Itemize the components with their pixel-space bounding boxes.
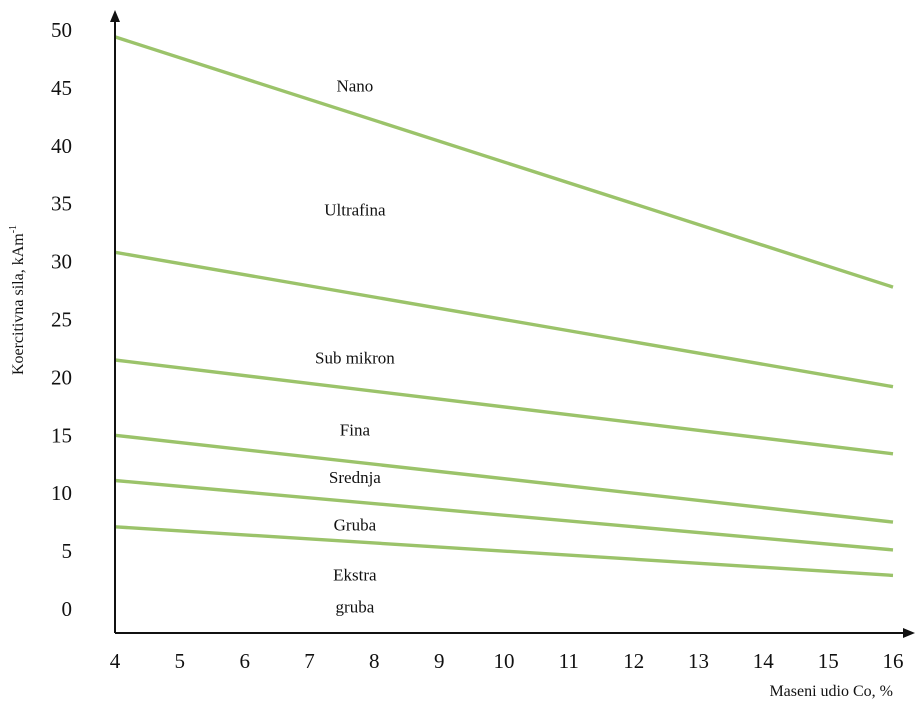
y-tick-label: 5 — [62, 539, 73, 563]
series-layer — [114, 35, 894, 578]
y-axis-title: Koercitivna sila, kAm-1 — [8, 225, 27, 375]
x-tick-label: 12 — [623, 649, 644, 673]
y-tick-label: 10 — [51, 481, 72, 505]
region-label: Fina — [340, 421, 371, 440]
y-tick-label: 40 — [51, 134, 72, 158]
x-tick-labels: 4 5 6 7 8 9 10 11 12 13 14 15 16 — [110, 649, 904, 673]
y-tick-label: 15 — [51, 423, 72, 447]
x-axis-arrow — [903, 628, 915, 638]
y-axis-title-main: Koercitivna sila, kAm — [10, 233, 27, 375]
x-tick-label: 13 — [688, 649, 709, 673]
x-tick-label: 10 — [494, 649, 515, 673]
x-tick-label: 7 — [304, 649, 315, 673]
y-tick-label: 30 — [51, 250, 72, 274]
region-label: Nano — [336, 77, 373, 96]
region-label: Gruba — [334, 516, 377, 535]
x-tick-label: 14 — [753, 649, 775, 673]
x-tick-label: 16 — [883, 649, 904, 673]
y-tick-label: 45 — [51, 76, 72, 100]
boundary-line-1 — [114, 35, 894, 289]
boundary-line-4 — [114, 433, 894, 524]
boundary-line-6 — [114, 525, 894, 578]
region-label: gruba — [336, 598, 375, 617]
region-label: Srednja — [329, 468, 381, 487]
x-tick-label: 6 — [239, 649, 250, 673]
y-tick-labels: 0 5 10 15 20 25 30 35 40 45 50 — [51, 18, 72, 621]
y-tick-label: 0 — [62, 597, 73, 621]
y-tick-label: 25 — [51, 308, 72, 332]
y-tick-label: 20 — [51, 365, 72, 389]
x-tick-label: 8 — [369, 649, 380, 673]
x-tick-label: 11 — [559, 649, 579, 673]
y-tick-label: 35 — [51, 192, 72, 216]
boundary-line-5 — [114, 478, 894, 552]
region-label: Ekstra — [333, 565, 377, 584]
x-tick-label: 9 — [434, 649, 445, 673]
y-axis-title-sup: -1 — [8, 225, 19, 233]
x-tick-label: 5 — [175, 649, 186, 673]
x-tick-label: 15 — [818, 649, 839, 673]
y-tick-label: 50 — [51, 18, 72, 42]
boundary-line-3 — [114, 358, 894, 456]
boundary-line-2 — [114, 250, 894, 389]
region-label: Ultrafina — [324, 201, 386, 220]
region-labels: Nano Ultrafina Sub mikron Fina Srednja Gruba E… — [315, 77, 395, 617]
x-tick-label: 4 — [110, 649, 121, 673]
region-label: Sub mikron — [315, 349, 395, 368]
x-axis-title: Maseni udio Co, % — [769, 683, 893, 700]
y-axis-arrow — [110, 10, 120, 22]
